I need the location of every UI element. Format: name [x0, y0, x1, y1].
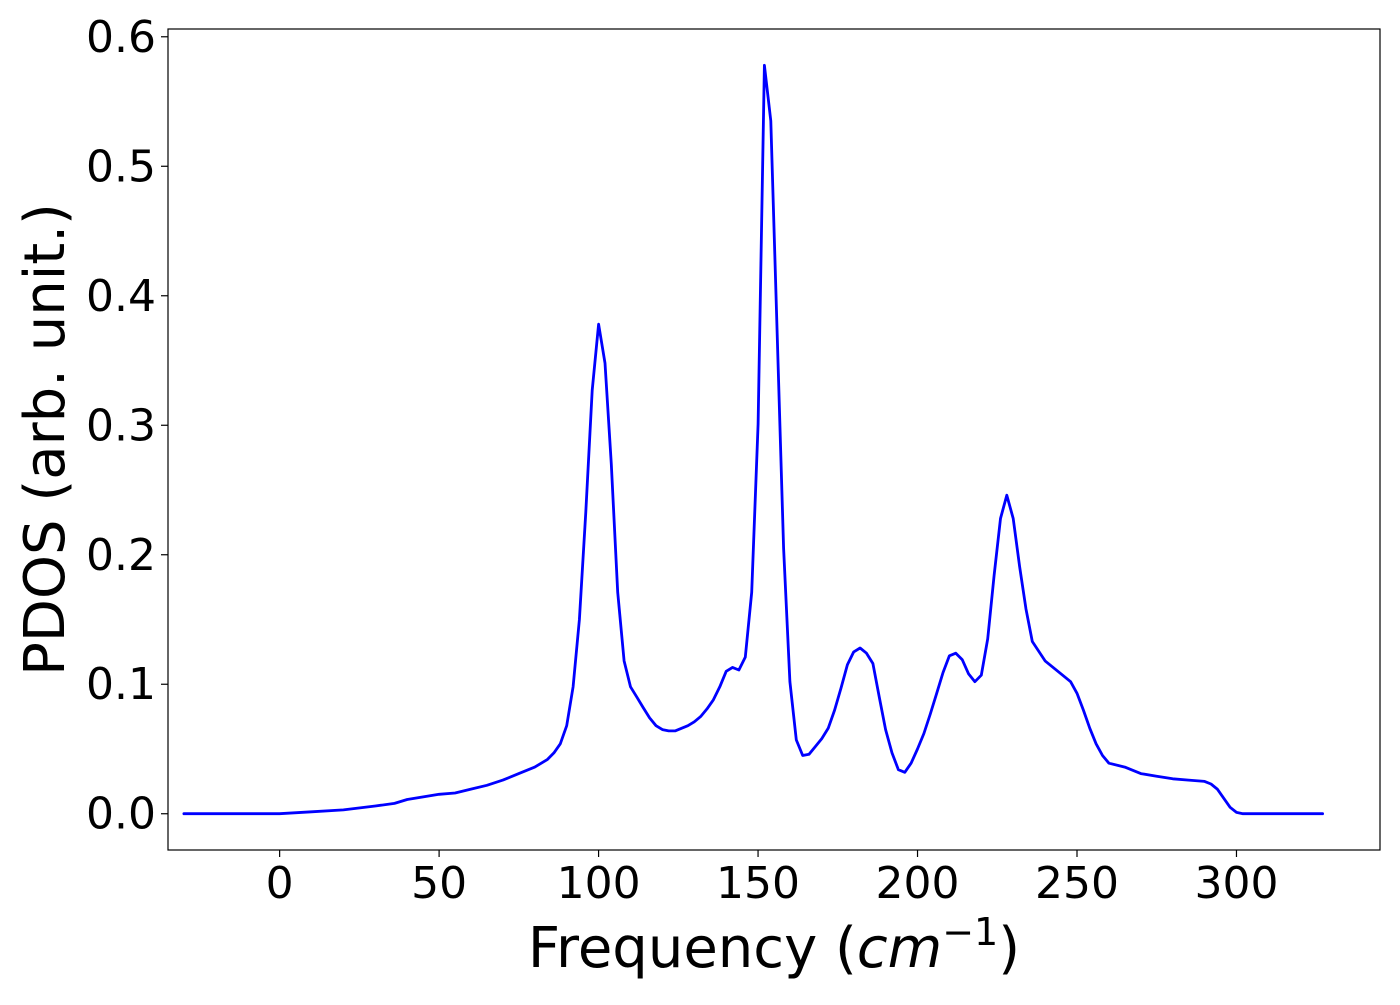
y-axis-title: PDOS (arb. unit.): [13, 203, 78, 676]
x-axis-title-suffix: ): [998, 916, 1020, 981]
x-tick-label: 100: [557, 858, 641, 909]
axes-frame: [167, 28, 1381, 851]
y-tick-label: 0.3: [86, 400, 156, 451]
x-tick-label: 200: [876, 858, 960, 909]
x-tick-label: 150: [716, 858, 800, 909]
x-tick-label: 0: [266, 858, 294, 909]
x-axis-title-exponent: −1: [942, 910, 998, 954]
y-tick-label: 0.0: [86, 789, 156, 840]
pdos-series-line: [182, 63, 1324, 816]
y-tick-label: 0.5: [86, 141, 156, 192]
x-axis-ticks: 0 50 100 150 200 250 300: [266, 850, 1278, 909]
plot-area: [182, 63, 1324, 816]
x-tick-label: 250: [1035, 858, 1119, 909]
y-tick-label: 0.4: [86, 271, 156, 322]
y-tick-label: 0.6: [86, 12, 156, 63]
y-axis-ticks: 0.0 0.1 0.2 0.3 0.4 0.5 0.6: [86, 12, 168, 840]
x-tick-label: 300: [1194, 858, 1278, 909]
x-axis-title: Frequency (cm−1): [528, 910, 1020, 981]
x-axis-title-prefix: Frequency (: [528, 916, 857, 981]
x-axis-title-unit: cm: [857, 916, 942, 981]
x-tick-label: 50: [411, 858, 467, 909]
y-tick-label: 0.1: [86, 659, 156, 710]
y-tick-label: 0.2: [86, 530, 156, 581]
